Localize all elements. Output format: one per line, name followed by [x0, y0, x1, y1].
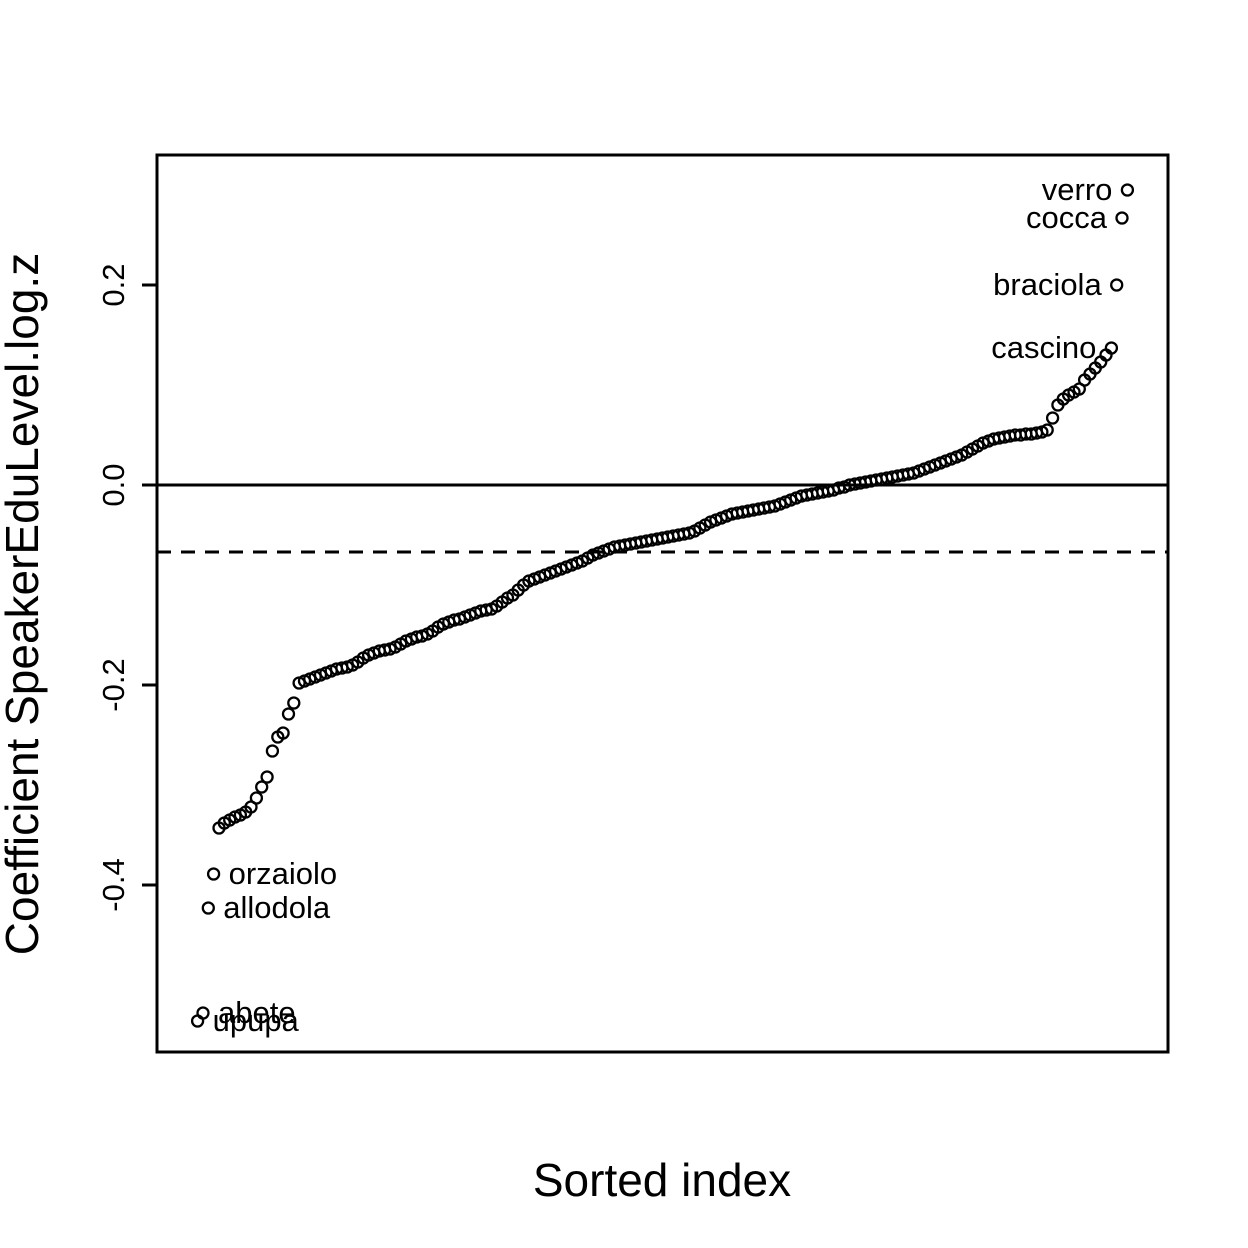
- data-points: [190, 183, 1135, 1028]
- data-point: [196, 1006, 210, 1020]
- data-point: [260, 770, 274, 784]
- y-axis: 0.2 0.0 -0.2 -0.4: [96, 263, 157, 912]
- point-label-braciola: braciola: [993, 267, 1102, 302]
- point-label-abete: abete: [218, 995, 296, 1030]
- reference-lines: [157, 483, 1168, 554]
- point-label-upupa: upupa: [213, 1003, 300, 1038]
- y-tick-label: -0.4: [96, 858, 131, 911]
- y-tick-label: 0.0: [96, 463, 131, 506]
- data-point: [249, 791, 264, 805]
- y-axis-title: Coefficient SpeakerEduLevel.log.z: [0, 253, 48, 955]
- data-point: [281, 707, 296, 721]
- data-point: [287, 696, 301, 710]
- data-point: [1115, 211, 1129, 225]
- data-point: [201, 901, 215, 915]
- point-label-cocca: cocca: [1026, 200, 1108, 235]
- data-point: [206, 867, 221, 881]
- data-point: [1045, 411, 1060, 425]
- point-label-cascino: cascino: [991, 330, 1096, 365]
- y-tick-label: 0.2: [96, 263, 131, 306]
- data-point: [276, 726, 290, 740]
- point-label-verro: verro: [1042, 172, 1113, 207]
- data-point: [265, 744, 280, 758]
- data-point: [1104, 341, 1119, 355]
- data-point: [1110, 278, 1124, 292]
- y-tick-label: -0.2: [96, 658, 131, 711]
- data-point: [255, 780, 269, 794]
- data-point: [1120, 183, 1135, 197]
- point-label-allodola: allodola: [223, 890, 331, 925]
- plot-box: [155, 153, 1170, 1054]
- point-label-orzaiolo: orzaiolo: [229, 856, 338, 891]
- data-point: [1040, 423, 1054, 437]
- x-axis-title: Sorted index: [533, 1154, 791, 1206]
